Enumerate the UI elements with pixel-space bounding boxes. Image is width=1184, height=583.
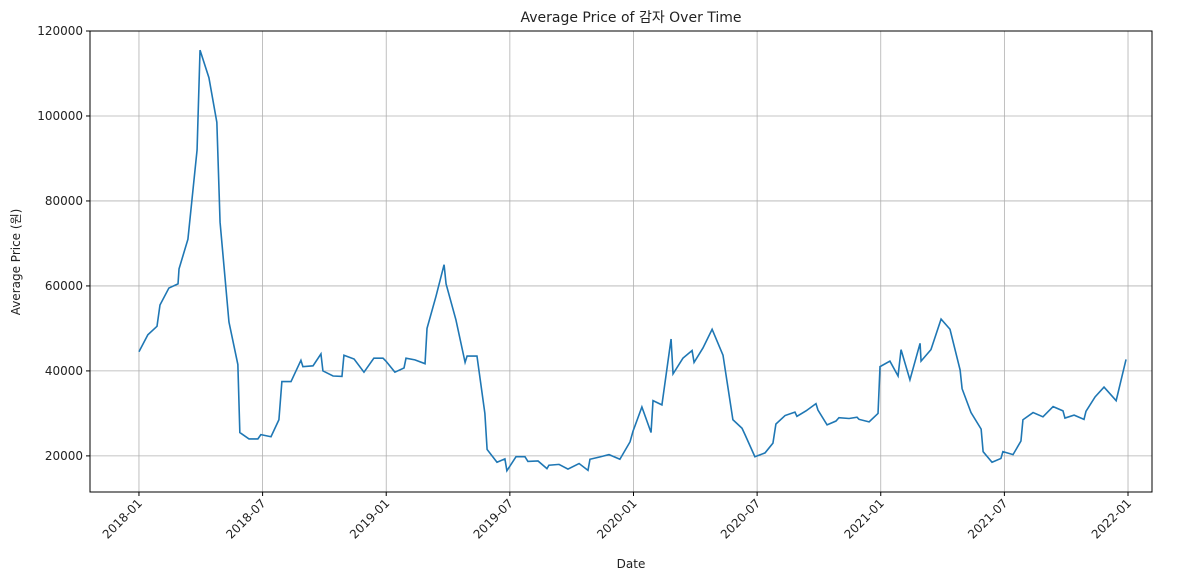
- y-tick-label: 60000: [45, 279, 83, 293]
- y-tick-label: 80000: [45, 194, 83, 208]
- x-tick-label: 2020-07: [718, 496, 763, 541]
- series-line: [138, 49, 1127, 473]
- x-tick-label: 2018-07: [223, 496, 268, 541]
- y-tick-label: 40000: [45, 364, 83, 378]
- x-tick-label: 2022-01: [1089, 496, 1134, 541]
- y-tick-label: 20000: [45, 449, 83, 463]
- x-tick-label: 2021-07: [965, 496, 1010, 541]
- x-tick-label: 2021-01: [842, 496, 887, 541]
- y-tick-label: 100000: [37, 109, 83, 123]
- x-tick-label: 2019-01: [347, 496, 392, 541]
- x-tick-label: 2020-01: [594, 496, 639, 541]
- x-tick-label: 2019-07: [471, 496, 516, 541]
- y-axis-label: Average Price (원): [9, 209, 23, 316]
- chart-title: Average Price of 감자 Over Time: [520, 10, 741, 26]
- y-tick-label: 120000: [37, 24, 83, 38]
- plot-frame: [89, 30, 1153, 493]
- x-tick-label: 2018-01: [100, 496, 145, 541]
- x-axis-label: Date: [617, 557, 646, 571]
